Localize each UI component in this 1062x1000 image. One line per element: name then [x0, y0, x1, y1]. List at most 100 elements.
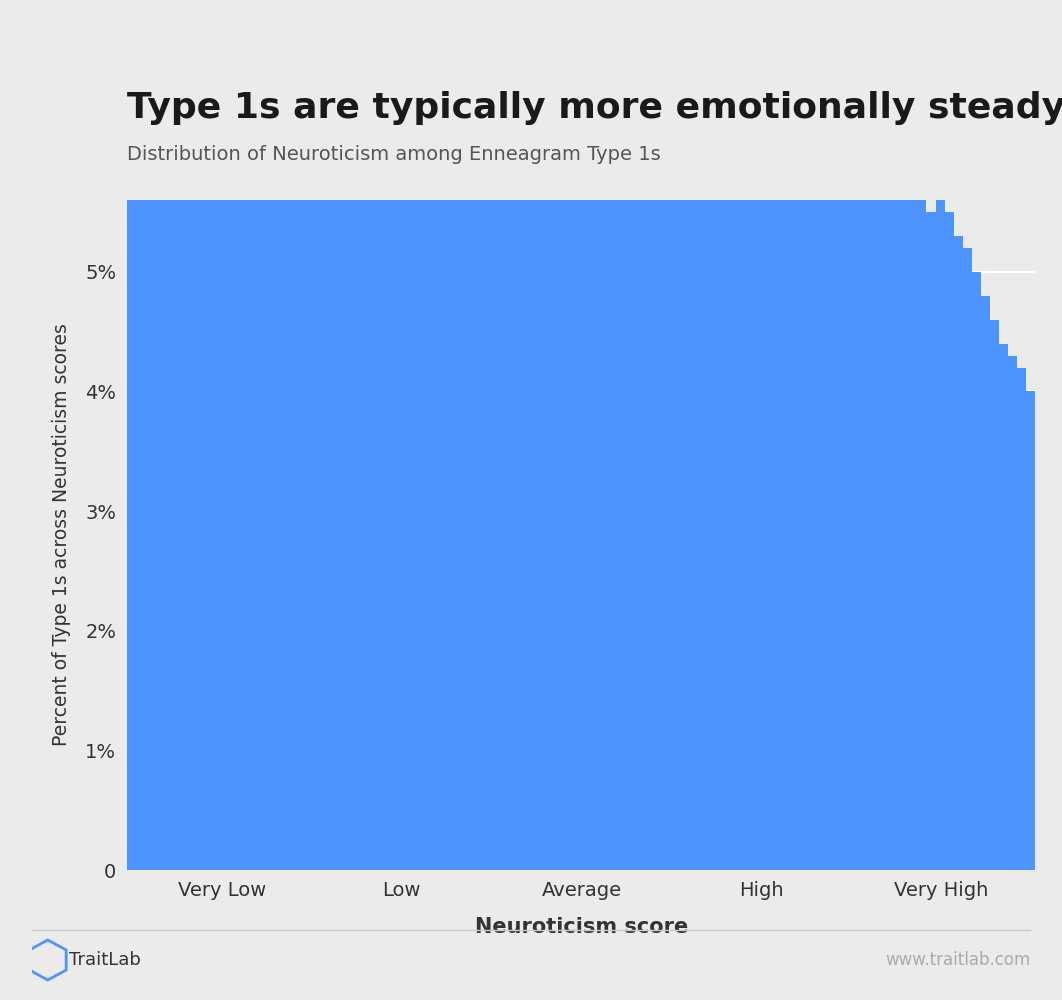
Bar	[826, 176, 836, 870]
Text: Type 1s are typically more emotionally steady: Type 1s are typically more emotionally s…	[127, 91, 1062, 125]
Bar	[736, 128, 744, 870]
Bar	[963, 248, 972, 870]
Bar	[900, 200, 908, 870]
Bar	[563, 104, 572, 870]
Bar	[319, 0, 327, 870]
Text: Distribution of Neuroticism among Enneagram Type 1s: Distribution of Neuroticism among Enneag…	[127, 145, 662, 164]
Bar	[690, 44, 700, 870]
Bar	[645, 56, 654, 870]
Bar	[436, 32, 445, 870]
Bar	[782, 152, 790, 870]
Bar	[173, 0, 182, 870]
Bar	[191, 0, 200, 870]
Bar	[327, 0, 337, 870]
Bar	[854, 176, 863, 870]
Bar	[700, 32, 708, 870]
Bar	[790, 152, 800, 870]
Bar	[872, 176, 881, 870]
Bar	[581, 56, 590, 870]
Bar	[908, 188, 918, 870]
Bar	[844, 152, 854, 870]
Bar	[481, 92, 491, 870]
Bar	[500, 0, 509, 870]
Bar	[999, 344, 1008, 870]
Bar	[391, 0, 399, 870]
Bar	[818, 164, 826, 870]
Bar	[399, 0, 409, 870]
Bar	[708, 56, 718, 870]
X-axis label: Neuroticism score: Neuroticism score	[475, 917, 688, 937]
Text: www.traitlab.com: www.traitlab.com	[885, 951, 1030, 969]
Bar	[800, 164, 808, 870]
Bar	[863, 188, 872, 870]
Bar	[627, 116, 636, 870]
Bar	[918, 200, 926, 870]
Bar	[718, 68, 726, 870]
Bar	[227, 0, 237, 870]
Bar	[309, 0, 319, 870]
Bar	[972, 272, 981, 870]
Bar	[237, 0, 245, 870]
Bar	[145, 0, 155, 870]
Bar	[954, 236, 963, 870]
Bar	[554, 92, 563, 870]
Bar	[291, 0, 299, 870]
Bar	[672, 32, 682, 870]
Bar	[427, 9, 436, 870]
Bar	[473, 80, 481, 870]
Bar	[155, 0, 164, 870]
Bar	[663, 80, 672, 870]
Bar	[337, 0, 345, 870]
Bar	[572, 116, 582, 870]
Bar	[363, 0, 373, 870]
Bar	[926, 212, 936, 870]
Bar	[682, 56, 690, 870]
Bar	[164, 0, 173, 870]
Bar	[990, 320, 999, 870]
Bar	[445, 32, 455, 870]
Bar	[1017, 367, 1026, 870]
Text: TraitLab: TraitLab	[69, 951, 141, 969]
Bar	[654, 68, 663, 870]
Bar	[463, 0, 473, 870]
Bar	[609, 92, 618, 870]
Bar	[200, 0, 209, 870]
Bar	[744, 116, 754, 870]
Bar	[491, 0, 500, 870]
Bar	[355, 0, 363, 870]
Bar	[418, 0, 427, 870]
Bar	[981, 296, 990, 870]
Bar	[945, 212, 954, 870]
Bar	[536, 68, 545, 870]
Bar	[255, 0, 263, 870]
Bar	[600, 80, 609, 870]
Bar	[772, 140, 782, 870]
Bar	[808, 152, 818, 870]
Bar	[273, 0, 281, 870]
Bar	[219, 0, 227, 870]
Y-axis label: Percent of Type 1s across Neuroticism scores: Percent of Type 1s across Neuroticism sc…	[52, 324, 71, 746]
Bar	[881, 188, 890, 870]
Bar	[299, 0, 309, 870]
Bar	[209, 0, 219, 870]
Bar	[127, 0, 137, 870]
Bar	[245, 0, 255, 870]
Bar	[754, 104, 763, 870]
Bar	[890, 188, 900, 870]
Bar	[836, 164, 844, 870]
Bar	[509, 9, 518, 870]
Bar	[281, 0, 291, 870]
Bar	[1008, 356, 1017, 870]
Bar	[182, 0, 191, 870]
Bar	[545, 80, 554, 870]
Bar	[636, 32, 645, 870]
Bar	[137, 0, 145, 870]
Bar	[373, 0, 381, 870]
Bar	[381, 0, 391, 870]
Bar	[726, 116, 736, 870]
Bar	[527, 56, 536, 870]
Bar	[263, 0, 273, 870]
Bar	[409, 0, 418, 870]
Bar	[618, 104, 627, 870]
Bar	[455, 56, 463, 870]
